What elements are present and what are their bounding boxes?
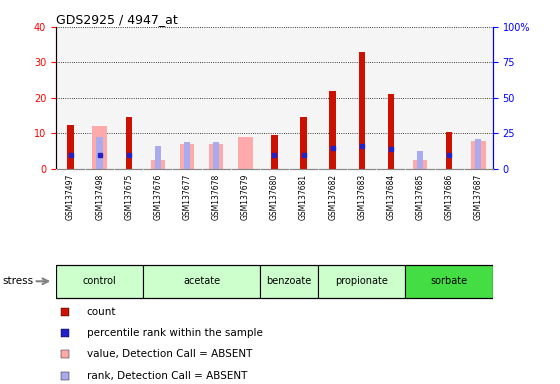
Text: GSM137677: GSM137677 — [183, 174, 192, 220]
Text: propionate: propionate — [335, 276, 388, 286]
Text: value, Detection Call = ABSENT: value, Detection Call = ABSENT — [87, 349, 252, 359]
Bar — [388, 94, 394, 169]
Bar — [238, 137, 253, 169]
Text: GSM137682: GSM137682 — [328, 174, 337, 220]
Bar — [213, 142, 220, 169]
Text: acetate: acetate — [183, 276, 220, 286]
Bar — [180, 144, 194, 169]
Bar — [67, 124, 74, 169]
Text: count: count — [87, 307, 116, 317]
Text: GSM137498: GSM137498 — [95, 174, 104, 220]
Bar — [318, 265, 405, 298]
Text: stress: stress — [3, 276, 34, 286]
Bar — [155, 146, 161, 169]
Text: control: control — [83, 276, 116, 286]
Bar — [417, 151, 423, 169]
Bar — [300, 118, 307, 169]
Bar — [209, 144, 223, 169]
Bar — [125, 118, 132, 169]
Text: GSM137675: GSM137675 — [124, 174, 133, 220]
Bar — [56, 265, 143, 298]
Text: benzoate: benzoate — [267, 276, 311, 286]
Text: sorbate: sorbate — [431, 276, 468, 286]
Text: GSM137686: GSM137686 — [445, 174, 454, 220]
Text: GSM137683: GSM137683 — [357, 174, 366, 220]
Bar — [358, 52, 365, 169]
Bar — [413, 160, 427, 169]
Bar — [184, 142, 190, 169]
Text: GSM137676: GSM137676 — [153, 174, 162, 220]
Bar — [329, 91, 336, 169]
Bar — [271, 135, 278, 169]
Text: GSM137684: GSM137684 — [386, 174, 395, 220]
Bar — [260, 265, 318, 298]
Text: GSM137681: GSM137681 — [299, 174, 308, 220]
Text: GSM137679: GSM137679 — [241, 174, 250, 220]
Bar — [143, 265, 260, 298]
Text: rank, Detection Call = ABSENT: rank, Detection Call = ABSENT — [87, 371, 247, 381]
Text: GSM137678: GSM137678 — [212, 174, 221, 220]
Bar — [475, 139, 482, 169]
Text: GSM137680: GSM137680 — [270, 174, 279, 220]
Text: percentile rank within the sample: percentile rank within the sample — [87, 328, 263, 338]
Text: GSM137497: GSM137497 — [66, 174, 75, 220]
Bar — [471, 141, 486, 169]
Bar — [96, 137, 103, 169]
Text: GDS2925 / 4947_at: GDS2925 / 4947_at — [56, 13, 178, 26]
Text: GSM137685: GSM137685 — [416, 174, 424, 220]
Bar — [151, 160, 165, 169]
Bar — [92, 126, 107, 169]
Bar — [405, 265, 493, 298]
Text: GSM137687: GSM137687 — [474, 174, 483, 220]
Bar — [446, 132, 452, 169]
